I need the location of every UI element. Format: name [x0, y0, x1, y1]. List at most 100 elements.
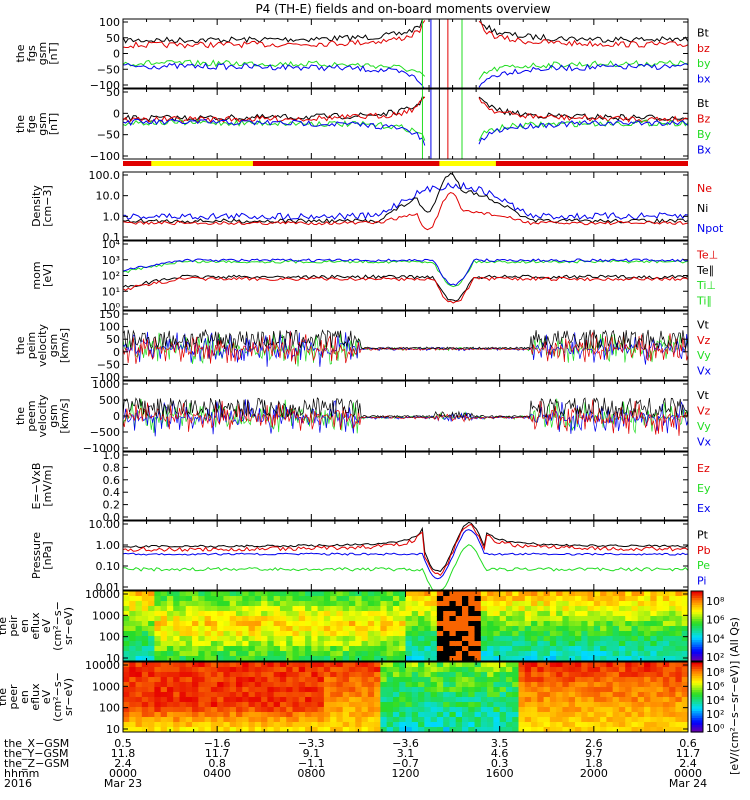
spectrogram-cell: [612, 596, 620, 602]
spectrogram-cell: [185, 656, 193, 661]
spectrogram-cell: [411, 687, 419, 693]
spectrogram-cell: [361, 667, 369, 673]
spectrogram-cell: [493, 702, 501, 708]
spectrogram-cell: [261, 672, 268, 678]
spectrogram-cell: [355, 631, 363, 637]
spectrogram-cell: [650, 646, 658, 652]
spectrogram-cell: [292, 662, 300, 668]
spectrogram-cell: [411, 692, 419, 698]
spectrogram-cell: [367, 591, 375, 597]
spectrogram-cell: [292, 591, 300, 597]
spectrogram-cell: [656, 702, 664, 708]
spectrogram-cell: [160, 677, 168, 683]
spectrogram-cell: [524, 621, 532, 627]
spectrogram-cell: [317, 656, 325, 661]
spectrogram-cell: [160, 621, 168, 627]
spectrogram-cell: [286, 697, 294, 703]
ylabel-line: gsm: [47, 334, 60, 357]
spectrogram-cell: [631, 641, 639, 647]
spectrogram-cell: [644, 717, 651, 723]
spectrogram-cell: [662, 667, 670, 673]
spectrogram-cell: [411, 672, 419, 678]
spectrogram-cell: [675, 702, 683, 708]
spectrogram-cell: [443, 727, 451, 732]
spectrogram-cell: [600, 697, 607, 703]
axis-row-value: 2.6: [585, 737, 603, 750]
spectrogram-cell: [581, 697, 589, 703]
spectrogram-cell: [524, 641, 532, 647]
spectrogram-cell: [493, 697, 501, 703]
spectrogram-cell: [223, 667, 231, 673]
spectrogram-cell: [292, 707, 300, 713]
spectrogram-cell: [518, 656, 526, 661]
ytick-label: 0: [113, 346, 120, 359]
spectrogram-cell: [499, 702, 507, 708]
spectrogram-cell: [135, 606, 143, 612]
spectrogram-cell: [499, 621, 507, 627]
spectrogram-cell: [462, 646, 469, 652]
spectrogram-cell: [204, 702, 212, 708]
spectrogram-cell: [681, 606, 688, 612]
spectrogram-cell: [405, 727, 413, 732]
ylabel-line: [km/s]: [58, 398, 71, 433]
spectrogram-cell: [336, 606, 344, 612]
spectrogram-cell: [380, 596, 388, 602]
spectrogram-cell: [575, 702, 582, 708]
spectrogram-cell: [575, 641, 582, 647]
spectrogram-cell: [443, 667, 451, 673]
spectrogram-cell: [342, 621, 350, 627]
spectrogram-cell: [600, 641, 607, 647]
spectrogram-cell: [154, 692, 162, 698]
spectrogram-cell: [367, 692, 375, 698]
spectrogram-cell: [129, 616, 137, 622]
ytick-label: 500: [99, 394, 120, 407]
spectrogram-cell: [123, 722, 130, 728]
spectrogram-cell: [392, 596, 400, 602]
spectrogram-cell: [336, 591, 344, 597]
spectrogram-cell: [248, 591, 256, 597]
spectrogram-cell: [436, 662, 444, 668]
spectrogram-cell: [474, 697, 482, 703]
spectrogram-cell: [474, 646, 482, 652]
spectrogram-cell: [267, 702, 275, 708]
ytick-label: −50: [97, 358, 120, 371]
spectrogram-cell: [524, 591, 532, 597]
spectrogram-cell: [631, 591, 639, 597]
spectrogram-cell: [593, 641, 601, 647]
spectrogram-cell: [499, 636, 507, 642]
spectrogram-cell: [662, 697, 670, 703]
ytick-label: 100: [99, 321, 120, 334]
spectrogram-cell: [562, 651, 570, 657]
spectrogram-cell: [493, 672, 501, 678]
spectrogram-cell: [436, 656, 444, 661]
ytick-label: 1.00: [96, 539, 121, 552]
spectrogram-cell: [254, 682, 262, 688]
spectrogram-cell: [543, 631, 551, 637]
spectrogram-cell: [361, 646, 369, 652]
spectrogram-cell: [474, 611, 482, 617]
spectrogram-cell: [625, 641, 633, 647]
spectrogram-cell: [311, 656, 319, 661]
spectrogram-cell: [367, 626, 375, 632]
spectrogram-cell: [311, 596, 319, 602]
spectrogram-cell: [424, 677, 432, 683]
spectrogram-cell: [556, 611, 564, 617]
spectrogram-cell: [505, 601, 513, 607]
spectrogram-cell: [361, 702, 369, 708]
spectrogram-cell: [160, 667, 168, 673]
spectrogram-cell: [612, 631, 620, 637]
spectrogram-cell: [637, 631, 645, 637]
spectrogram-cell: [543, 707, 551, 713]
spectrogram-cell: [568, 616, 576, 622]
spectrogram-cell: [462, 621, 469, 627]
spectrogram-cell: [455, 601, 463, 607]
spectrogram-cell: [330, 672, 338, 678]
spectrogram-cell: [411, 626, 419, 632]
spectrogram-cell: [367, 667, 375, 673]
spectrogram-cell: [518, 636, 526, 642]
spectrogram-cell: [587, 667, 595, 673]
spectrogram-cell: [631, 672, 639, 678]
spectrogram-cell: [292, 692, 300, 698]
spectrogram-cell: [317, 621, 325, 627]
spectrogram-cell: [606, 667, 614, 673]
